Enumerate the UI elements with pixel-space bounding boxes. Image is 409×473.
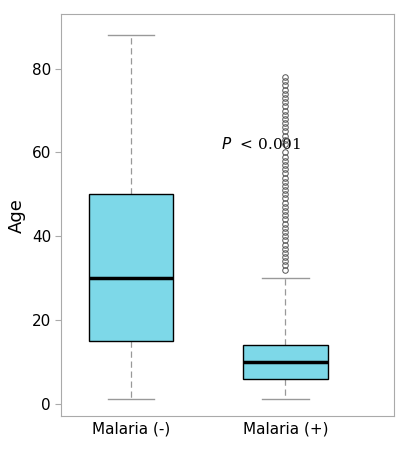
Bar [243, 345, 327, 378]
Y-axis label: Age: Age [8, 198, 26, 233]
Text: $\it{P}$  < 0.001: $\it{P}$ < 0.001 [220, 136, 300, 152]
Bar [88, 194, 173, 341]
